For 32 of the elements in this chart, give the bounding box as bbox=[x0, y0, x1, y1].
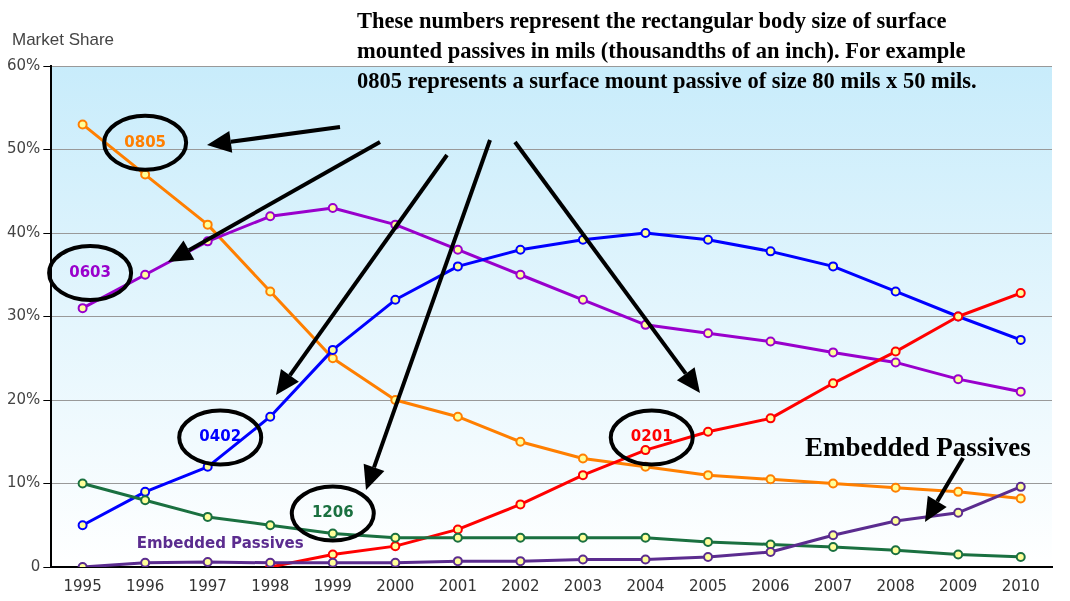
y-tick-label: 50% bbox=[7, 139, 41, 158]
series-label: 0603 bbox=[69, 262, 111, 281]
x-tick-label: 1995 bbox=[63, 576, 102, 595]
x-tick-label: 2010 bbox=[1001, 576, 1040, 595]
x-tick-label: 2009 bbox=[939, 576, 978, 595]
series-label: 1206 bbox=[311, 503, 354, 522]
x-tick-label: 2006 bbox=[751, 576, 790, 595]
x-tick-label: 2005 bbox=[688, 576, 728, 595]
x-tick-label: 1998 bbox=[251, 576, 290, 595]
y-tick-label: 0 bbox=[30, 556, 41, 575]
y-tick-label: 60% bbox=[7, 55, 41, 74]
series-label: 0201 bbox=[630, 427, 673, 446]
y-tick-label: 20% bbox=[7, 389, 41, 408]
x-tick-label: 2001 bbox=[438, 576, 477, 595]
x-tick-label: 2004 bbox=[626, 576, 665, 595]
x-tick-label: 2003 bbox=[563, 576, 603, 595]
y-tick-label: 40% bbox=[7, 222, 41, 241]
x-tick-label: 2008 bbox=[876, 576, 915, 595]
annotation: Embedded Passives bbox=[805, 432, 1031, 463]
series-label: 0402 bbox=[199, 427, 242, 446]
x-tick-label: 1999 bbox=[313, 576, 352, 595]
y-tick-label: 30% bbox=[7, 306, 41, 325]
x-tick-label: 2007 bbox=[814, 576, 853, 595]
annotation: These numbers represent the rectangular body size of surface mounted passives in mils (thousandths of an inch). For example 0805 represents a surface mount passive of size 80 mils x 50 mils. bbox=[357, 7, 978, 95]
x-tick-label: 2002 bbox=[501, 576, 540, 595]
x-tick-label: 1997 bbox=[188, 576, 227, 595]
y-axis-title: Market Share bbox=[12, 30, 115, 50]
y-tick-label: 10% bbox=[7, 473, 41, 492]
x-tick-label: 1996 bbox=[126, 576, 165, 595]
series-label: 0805 bbox=[124, 132, 167, 151]
series-label: Embedded Passives bbox=[136, 534, 304, 553]
x-tick-label: 2000 bbox=[376, 576, 415, 595]
